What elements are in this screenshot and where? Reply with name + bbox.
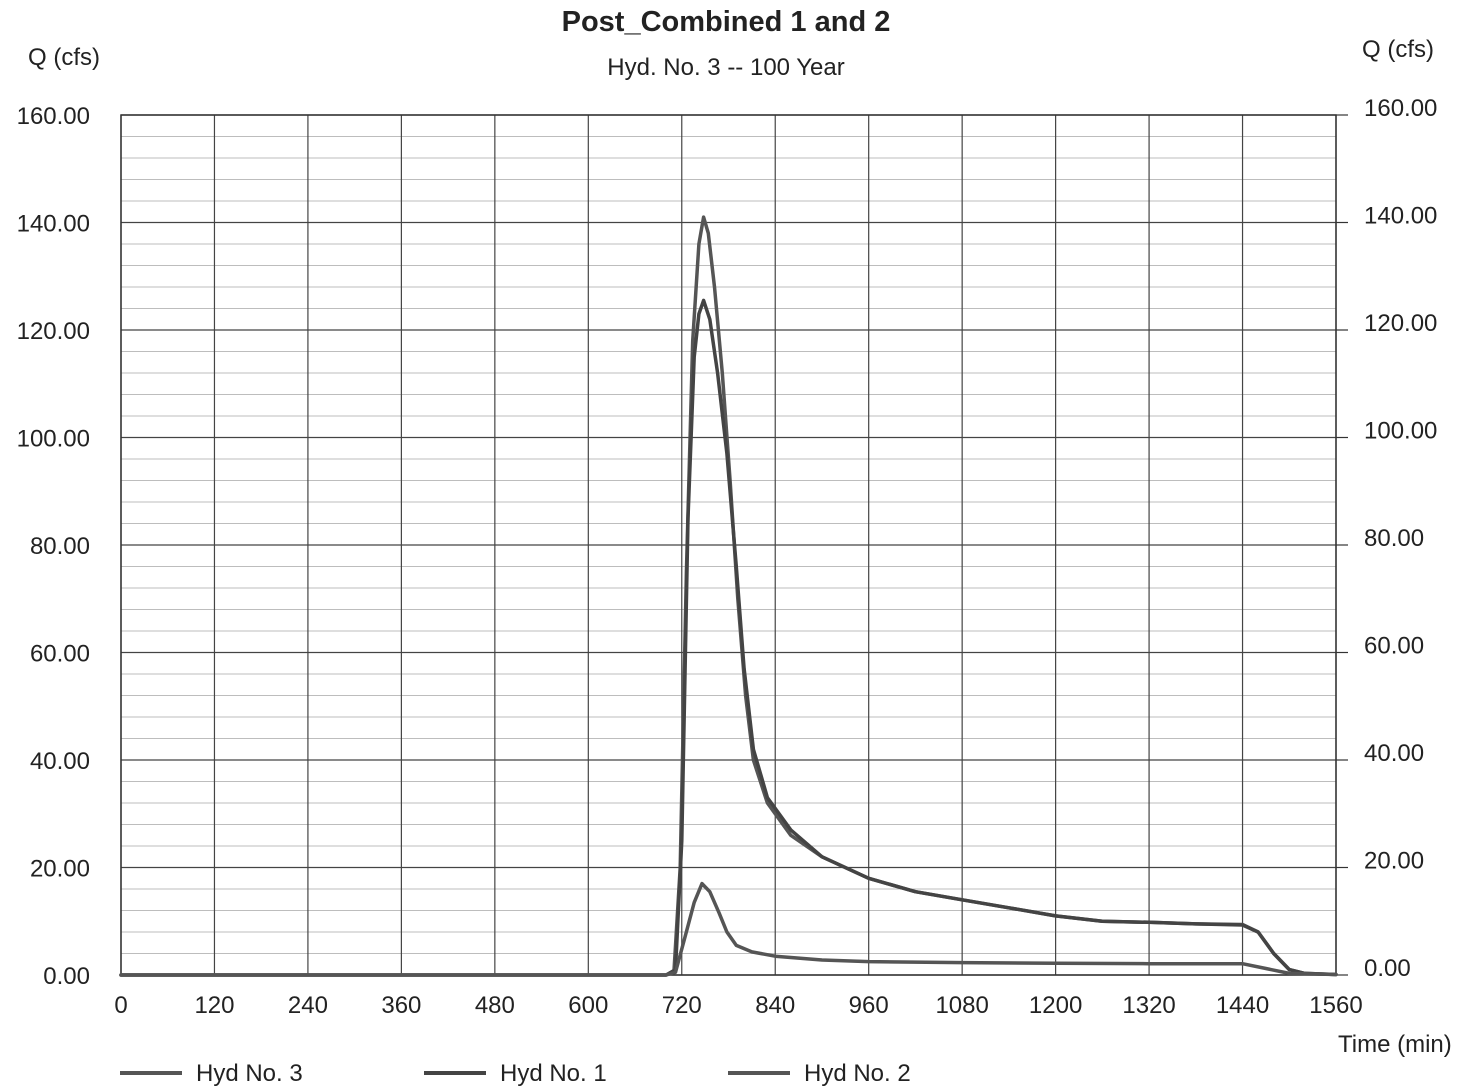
x-axis-label: Time (min) — [1338, 1031, 1452, 1058]
y-axis-label-left: Q (cfs) — [28, 44, 100, 71]
chart-subtitle: Hyd. No. 3 -- 100 Year — [607, 54, 844, 81]
x-tick-label: 1560 — [1309, 992, 1362, 1019]
x-tick-label: 1440 — [1216, 992, 1269, 1019]
y-tick-label-left: 120.00 — [17, 318, 90, 345]
legend: Hyd No. 3 Hyd No. 1 Hyd No. 2 — [120, 1060, 911, 1086]
y-tick-label-left: 160.00 — [17, 103, 90, 130]
series-line-3 — [119, 881, 1338, 977]
y-tick-label-left: 20.00 — [30, 856, 90, 883]
x-tick-label: 960 — [849, 992, 889, 1019]
y-tick-label-right: 60.00 — [1364, 633, 1424, 660]
series-line-2 — [119, 298, 1338, 977]
x-tick-label: 1320 — [1122, 992, 1175, 1019]
x-tick-label: 1200 — [1029, 992, 1082, 1019]
y-axis-ticks-right: 0.00 20.00 40.00 60.00 80.00 100.00 120.00 140.… — [1336, 95, 1437, 982]
x-tick-label: 480 — [475, 992, 515, 1019]
x-tick-label: 720 — [662, 992, 702, 1019]
y-tick-label-right: 120.00 — [1364, 310, 1437, 337]
x-tick-label: 120 — [194, 992, 234, 1019]
y-tick-label-left: 60.00 — [30, 641, 90, 668]
y-tick-label-right: 0.00 — [1364, 955, 1411, 982]
chart-title: Post_Combined 1 and 2 — [562, 6, 891, 38]
series-layer — [119, 215, 1338, 977]
y-tick-label-right: 80.00 — [1364, 525, 1424, 552]
y-tick-label-right: 140.00 — [1364, 203, 1437, 230]
y-tick-label-right: 100.00 — [1364, 418, 1437, 445]
legend-label: Hyd No. 2 — [804, 1060, 911, 1086]
x-axis-ticks: 0 120 240 360 480 600 720 840 960 1080 1200 1320 144… — [114, 992, 1362, 1019]
legend-label: Hyd No. 3 — [196, 1060, 303, 1086]
legend-label: Hyd No. 1 — [500, 1060, 607, 1086]
x-tick-label: 0 — [114, 992, 127, 1019]
x-tick-label: 1080 — [935, 992, 988, 1019]
y-tick-label-left: 140.00 — [17, 211, 90, 238]
y-tick-label-right: 160.00 — [1364, 95, 1437, 122]
x-tick-label: 240 — [288, 992, 328, 1019]
y-axis-label-right: Q (cfs) — [1362, 36, 1434, 63]
x-tick-label: 840 — [755, 992, 795, 1019]
y-tick-label-right: 40.00 — [1364, 740, 1424, 767]
x-tick-label: 600 — [568, 992, 608, 1019]
y-tick-label-right: 20.00 — [1364, 848, 1424, 875]
y-axis-ticks-left: 0.00 20.00 40.00 60.00 80.00 100.00 120.00 140.… — [17, 103, 90, 990]
y-tick-label-left: 100.00 — [17, 426, 90, 453]
y-tick-label-left: 40.00 — [30, 748, 90, 775]
y-tick-label-left: 80.00 — [30, 533, 90, 560]
minor-gridlines — [121, 136, 1336, 954]
x-tick-label: 360 — [381, 992, 421, 1019]
y-tick-label-left: 0.00 — [43, 963, 90, 990]
series-line-1 — [119, 215, 1338, 977]
